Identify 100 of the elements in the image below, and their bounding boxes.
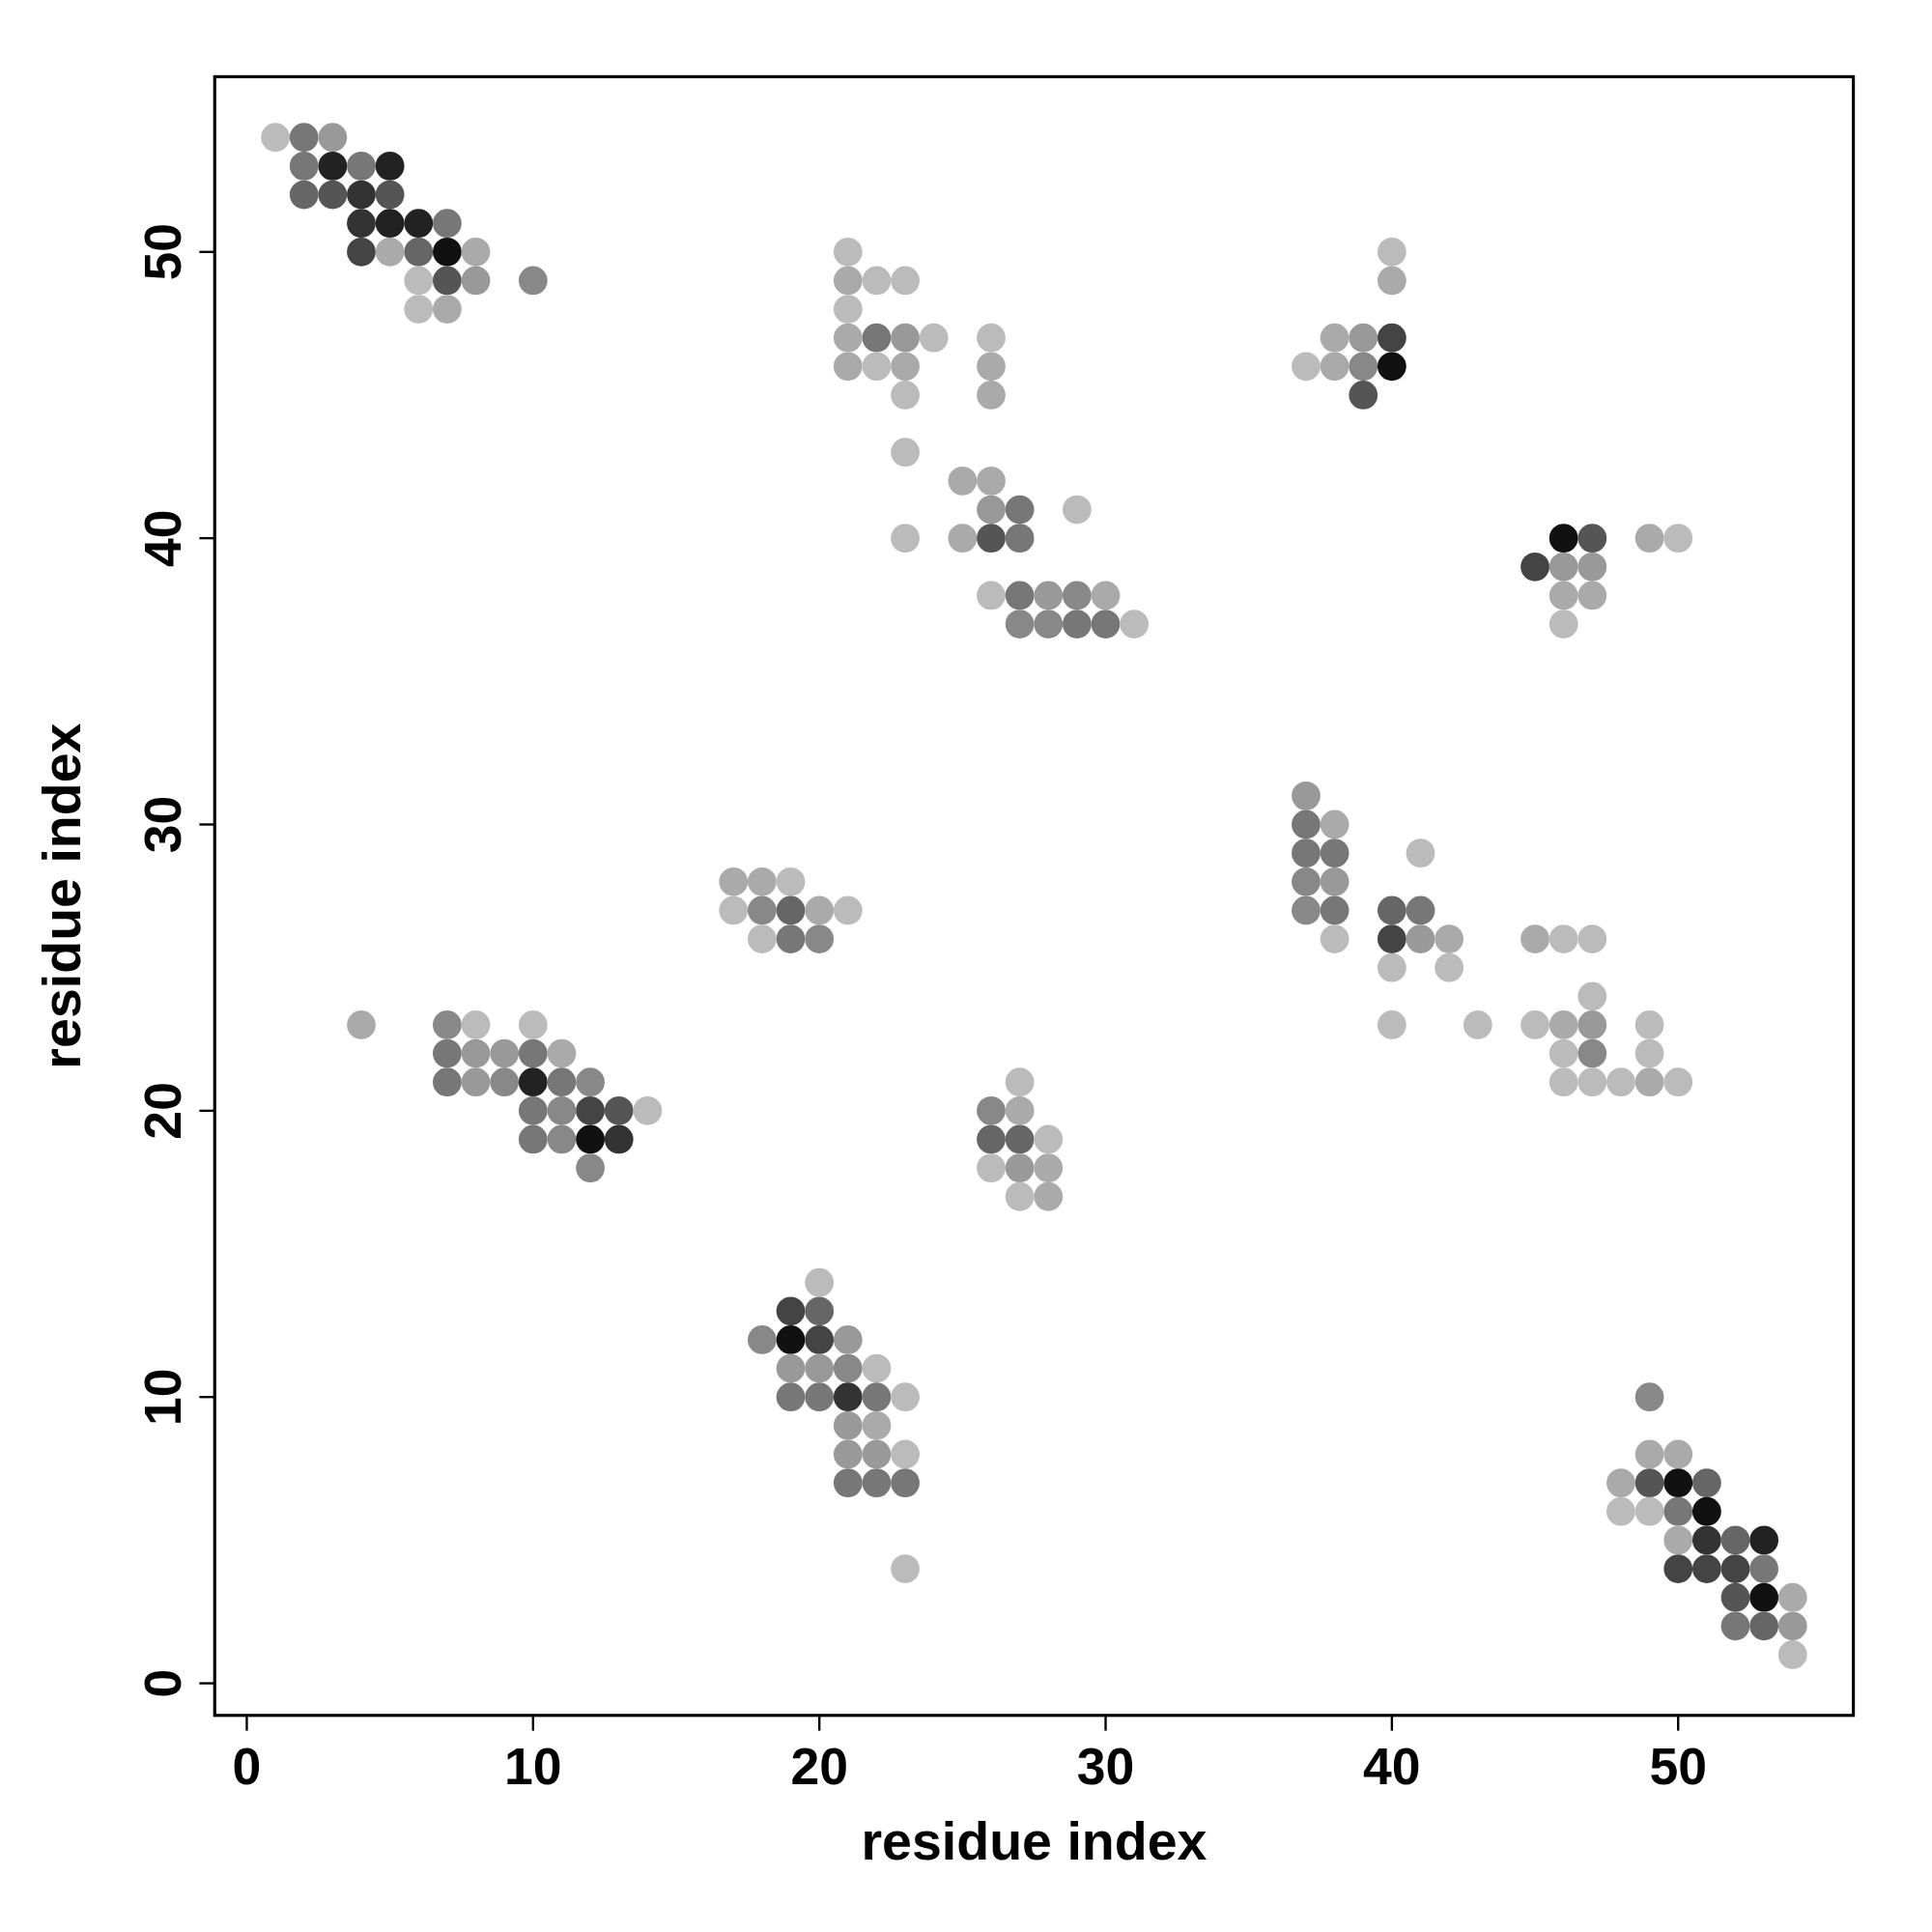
point xyxy=(375,180,405,210)
point xyxy=(1463,1010,1492,1039)
point xyxy=(1349,381,1378,410)
point xyxy=(805,1296,835,1326)
point xyxy=(1720,1554,1750,1583)
point xyxy=(891,438,920,468)
point xyxy=(1691,1496,1721,1526)
point xyxy=(977,524,1006,553)
point xyxy=(862,352,892,382)
point xyxy=(576,1124,605,1154)
point xyxy=(1749,1582,1779,1612)
point xyxy=(576,1096,605,1125)
point xyxy=(776,1325,806,1354)
y-axis-title: residue index xyxy=(32,723,93,1069)
point xyxy=(1634,1468,1664,1497)
x-tick-label: 0 xyxy=(232,1738,262,1796)
point xyxy=(833,1410,863,1440)
point xyxy=(977,1124,1006,1154)
x-tick-label: 50 xyxy=(1649,1738,1708,1796)
point xyxy=(547,1124,577,1154)
point xyxy=(1320,924,1350,953)
point xyxy=(1377,266,1406,296)
point xyxy=(891,266,920,296)
point xyxy=(604,1124,634,1154)
point xyxy=(1063,495,1092,525)
point xyxy=(891,524,920,553)
point xyxy=(1548,1038,1578,1068)
point xyxy=(289,180,319,210)
point xyxy=(347,237,376,267)
x-tick-label: 20 xyxy=(790,1738,848,1796)
point xyxy=(1320,352,1350,382)
point xyxy=(805,1325,835,1354)
point xyxy=(1606,1468,1635,1497)
point xyxy=(1720,1525,1750,1555)
y-tick-label: 30 xyxy=(133,795,191,854)
point xyxy=(748,924,777,953)
point xyxy=(1520,1010,1549,1039)
point xyxy=(547,1096,577,1125)
y-tick-label: 50 xyxy=(133,223,191,281)
point xyxy=(833,1382,863,1412)
x-axis-title: residue index xyxy=(861,1810,1208,1871)
point xyxy=(1377,924,1406,953)
point xyxy=(1377,895,1406,925)
y-tick-label: 20 xyxy=(133,1082,191,1140)
point xyxy=(1005,1067,1035,1097)
point xyxy=(1435,952,1464,982)
point xyxy=(1577,981,1607,1011)
point xyxy=(1634,1038,1664,1068)
y-tick-label: 10 xyxy=(133,1368,191,1426)
point xyxy=(1034,1124,1064,1154)
point xyxy=(1377,952,1406,982)
point xyxy=(1548,924,1578,953)
point xyxy=(833,237,863,267)
point xyxy=(1406,838,1435,867)
point xyxy=(1548,1067,1578,1097)
point xyxy=(919,323,949,353)
point xyxy=(1663,1554,1693,1583)
point xyxy=(833,1325,863,1354)
point xyxy=(433,237,462,267)
point xyxy=(1634,1439,1664,1469)
point xyxy=(1377,323,1406,353)
point xyxy=(776,1353,806,1383)
point xyxy=(1377,1010,1406,1039)
point xyxy=(433,1010,462,1039)
point xyxy=(375,152,405,181)
point xyxy=(1577,1067,1607,1097)
point xyxy=(576,1067,605,1097)
point xyxy=(604,1096,634,1125)
point xyxy=(833,895,863,925)
point xyxy=(1691,1525,1721,1555)
point xyxy=(1691,1554,1721,1583)
point xyxy=(1606,1067,1635,1097)
point xyxy=(1577,924,1607,953)
point xyxy=(1005,1181,1035,1211)
x-tick-label: 10 xyxy=(504,1738,562,1796)
point xyxy=(776,895,806,925)
point xyxy=(576,1153,605,1182)
point xyxy=(977,581,1006,611)
point xyxy=(1377,352,1406,382)
point xyxy=(318,152,348,181)
point xyxy=(1663,1439,1693,1469)
point xyxy=(977,323,1006,353)
point xyxy=(347,180,376,210)
point xyxy=(1663,1468,1693,1497)
point xyxy=(1520,552,1549,582)
point xyxy=(375,209,405,239)
point xyxy=(719,895,749,925)
point xyxy=(1120,610,1150,639)
point xyxy=(862,266,892,296)
point xyxy=(776,1296,806,1326)
point xyxy=(347,209,376,239)
point xyxy=(490,1067,520,1097)
point xyxy=(1577,581,1607,611)
x-tick-label: 30 xyxy=(1076,1738,1135,1796)
point xyxy=(1548,581,1578,611)
point xyxy=(1320,323,1350,353)
point xyxy=(833,295,863,324)
point xyxy=(1634,524,1664,553)
x-tick-label: 40 xyxy=(1363,1738,1421,1796)
y-tick-label: 40 xyxy=(133,509,191,567)
